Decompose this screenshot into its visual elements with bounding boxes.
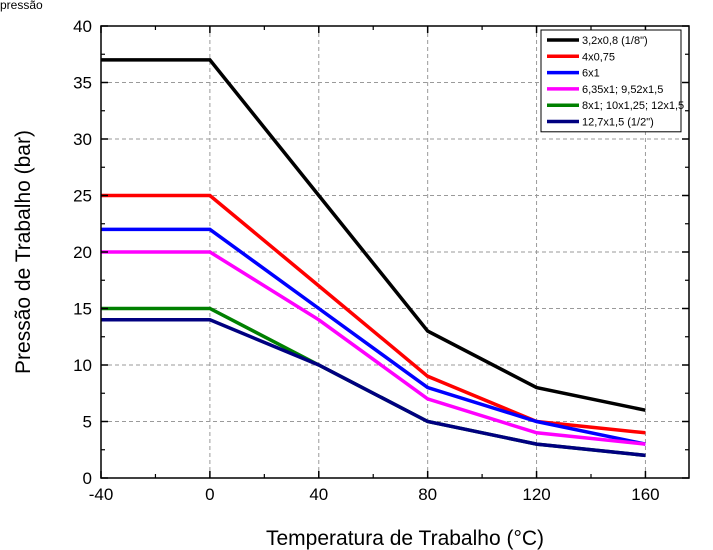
legend: 3,2x0,8 (1/8") 4x0,75 6x1 6,35x1; 9,52x1,5 8… <box>540 29 684 133</box>
legend-label: 6x1 <box>582 68 600 80</box>
x-axis-title: Temperatura de Trabalho (°C) <box>266 527 544 550</box>
y-tick-label: 30 <box>73 130 92 149</box>
series-line <box>101 318 646 458</box>
y-tick-label: 35 <box>73 74 92 93</box>
y-tick-label: 15 <box>73 300 92 319</box>
y-tick-label: 5 <box>83 413 92 432</box>
legend-label: 12,7x1,5 (1/2") <box>582 117 654 129</box>
y-tick-label: 25 <box>73 187 92 206</box>
series-line <box>101 227 646 446</box>
x-tick-label: 40 <box>309 485 328 504</box>
y-tick-label: 20 <box>73 243 92 262</box>
legend-label: 3,2x0,8 (1/8") <box>582 35 648 47</box>
header-fragment: pressão <box>0 0 43 12</box>
x-tick-label: 80 <box>418 485 437 504</box>
series-line <box>101 193 646 435</box>
legend-label: 6,35x1; 9,52x1,5 <box>582 84 663 96</box>
x-tick-label: 120 <box>522 485 550 504</box>
series-line <box>101 58 646 412</box>
y-axis-title: Pressão de Trabalho (bar) <box>12 130 35 374</box>
x-tick-label: -40 <box>89 485 114 504</box>
legend-box <box>540 29 682 133</box>
series-lines <box>101 58 646 458</box>
y-tick-label: 40 <box>73 17 92 36</box>
y-tick-label: 10 <box>73 356 92 375</box>
y-tick-label: 0 <box>83 469 92 488</box>
legend-label: 8x1; 10x1,25; 12x1,5 <box>582 100 684 112</box>
series-line <box>101 250 646 446</box>
x-tick-label: 0 <box>205 485 214 504</box>
legend-label: 4x0,75 <box>582 51 615 63</box>
x-tick-label: 160 <box>631 485 659 504</box>
